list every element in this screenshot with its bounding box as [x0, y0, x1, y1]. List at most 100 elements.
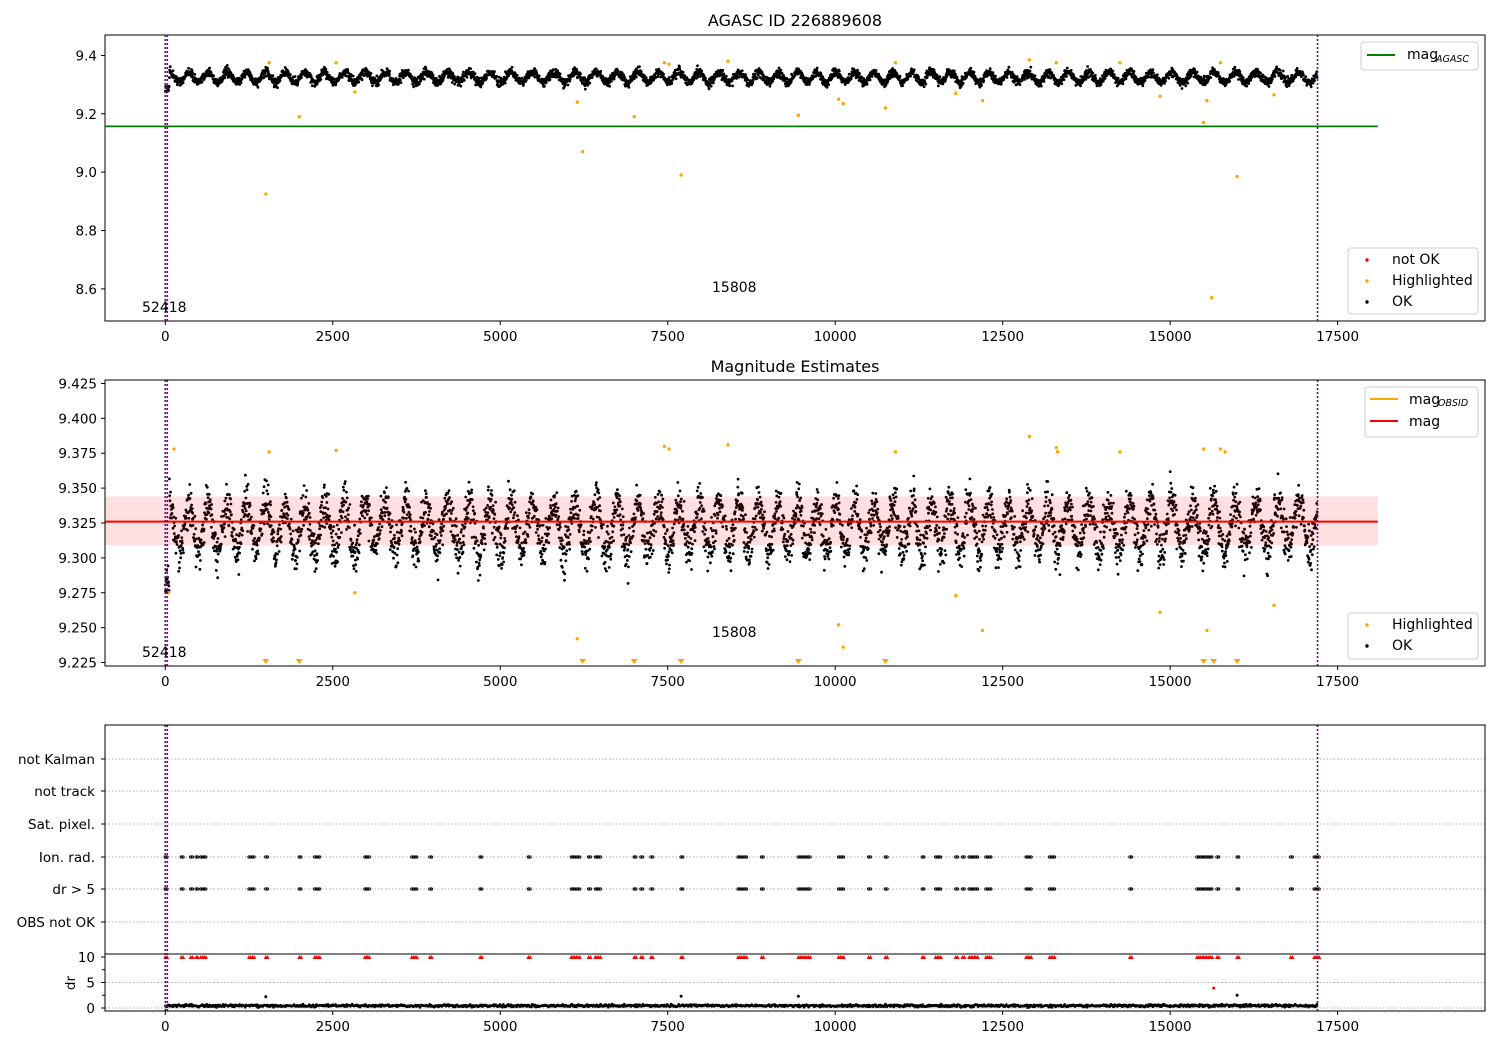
- ok-point: [324, 77, 328, 81]
- ok-point: [1048, 68, 1052, 72]
- ok-point: [674, 77, 678, 81]
- ok-point: [436, 78, 439, 82]
- ok-point: [342, 488, 346, 492]
- ok-point: [286, 70, 290, 74]
- ok-point: [594, 67, 598, 71]
- ok-point: [187, 493, 191, 497]
- ok-point: [802, 75, 805, 78]
- ok-point: [1233, 65, 1237, 69]
- ok-point: [337, 78, 341, 81]
- ok-point: [227, 67, 230, 70]
- ok-point: [245, 488, 249, 492]
- ok-point: [769, 81, 773, 85]
- ok-point: [228, 69, 231, 72]
- ok-point: [243, 75, 247, 79]
- ok-point: [1155, 73, 1159, 77]
- ok-point: [238, 545, 241, 549]
- ok-point: [639, 70, 643, 74]
- highlighted-point: [1272, 93, 1276, 97]
- ok-point: [399, 78, 402, 82]
- ok-point: [216, 552, 220, 556]
- ok-point: [535, 72, 539, 76]
- ok-point: [182, 551, 185, 555]
- ok-point: [336, 546, 340, 549]
- ok-point: [1015, 75, 1019, 79]
- ok-point: [1062, 78, 1066, 81]
- ok-point: [469, 67, 472, 70]
- ok-point: [351, 554, 355, 558]
- ok-point: [274, 561, 278, 564]
- ok-point: [442, 76, 445, 80]
- ok-point: [292, 552, 295, 555]
- ok-point: [316, 559, 319, 562]
- ok-point: [517, 76, 521, 80]
- ok-point: [224, 66, 228, 70]
- ok-point: [190, 73, 194, 77]
- highlighted-point: [1201, 120, 1206, 125]
- ok-point: [695, 68, 699, 71]
- highlighted-point: [1218, 61, 1223, 65]
- ok-point: [952, 69, 956, 73]
- ok-point: [601, 75, 605, 79]
- ok-point: [746, 78, 750, 82]
- highlighted-points: [264, 58, 1276, 300]
- ok-point: [503, 81, 507, 85]
- ok-point: [740, 69, 744, 73]
- highlighted-point: [893, 61, 898, 65]
- highlighted-point: [841, 101, 845, 106]
- x-tick-label: 5000: [483, 329, 517, 345]
- ok-point: [399, 81, 403, 84]
- ok-point: [290, 557, 294, 561]
- ok-point: [1095, 84, 1099, 88]
- ok-point: [171, 69, 175, 73]
- ok-point: [638, 65, 641, 69]
- ok-point: [209, 71, 213, 75]
- ok-point: [527, 76, 531, 80]
- ok-point: [1111, 69, 1115, 73]
- ok-point: [1202, 74, 1206, 78]
- ok-point: [1278, 68, 1282, 72]
- ok-point: [1069, 69, 1073, 72]
- ok-point: [596, 74, 599, 78]
- ok-point: [1086, 65, 1089, 68]
- ok-point: [815, 66, 819, 70]
- ok-point: [340, 76, 344, 79]
- ok-point: [246, 482, 250, 486]
- ok-point: [197, 550, 200, 554]
- ok-point: [254, 554, 258, 558]
- ok-point: [276, 552, 279, 556]
- ok-point: [1304, 75, 1308, 78]
- ok-point: [865, 83, 869, 86]
- legend-point-swatch: [1365, 300, 1369, 304]
- ok-point: [681, 70, 685, 74]
- highlighted-point: [662, 61, 667, 65]
- ok-point: [735, 77, 738, 80]
- ok-point: [477, 76, 481, 80]
- ok-point: [586, 83, 590, 87]
- ok-point: [323, 483, 326, 487]
- ok-point: [780, 71, 784, 75]
- ok-point: [1270, 77, 1274, 81]
- ok-point: [193, 73, 197, 76]
- ok-point: [293, 75, 297, 78]
- ok-point: [345, 490, 348, 494]
- ok-point: [473, 72, 477, 75]
- ok-point: [678, 65, 681, 68]
- ok-point: [650, 80, 653, 84]
- ok-point: [608, 84, 612, 88]
- ok-point: [1116, 76, 1120, 80]
- ok-point: [938, 75, 942, 79]
- ok-point: [259, 78, 263, 81]
- ok-point: [375, 74, 379, 78]
- ok-point: [708, 82, 712, 86]
- ok-point: [1091, 71, 1095, 75]
- ok-point: [772, 77, 776, 81]
- ok-point: [558, 72, 562, 76]
- ok-point: [1313, 79, 1316, 82]
- ok-point: [1291, 79, 1295, 83]
- ok-point: [683, 74, 686, 77]
- ok-point: [1033, 74, 1037, 78]
- ok-point: [583, 87, 587, 91]
